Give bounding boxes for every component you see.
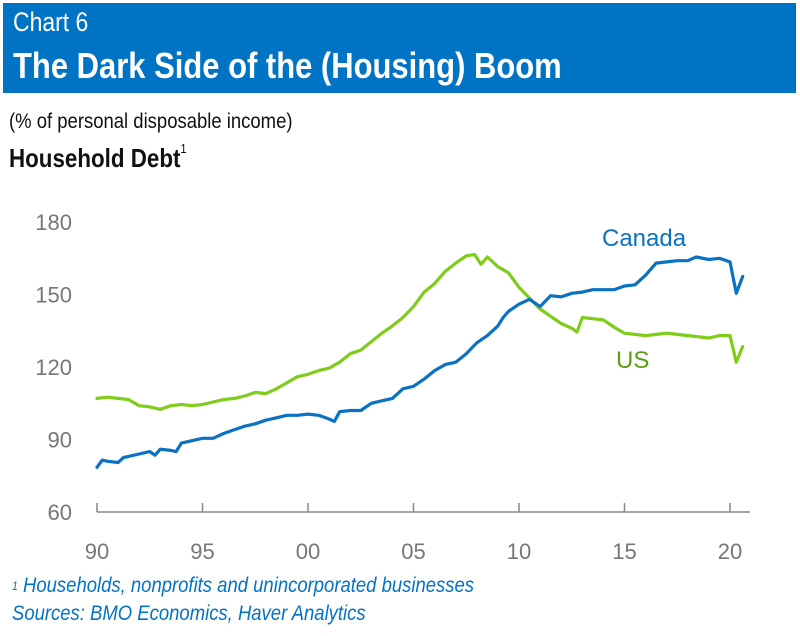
chart-subtitle: Household Debt1	[9, 141, 187, 174]
series-label-canada: Canada	[602, 225, 687, 252]
x-tick-label: 05	[401, 539, 425, 564]
y-axis-ticks: 60 90 120 150 180	[35, 210, 72, 525]
x-tick-label: 10	[507, 539, 531, 564]
series-lines	[95, 253, 745, 469]
x-axis: 90 95 00 05 10 15 20	[85, 503, 750, 564]
y-tick-label: 90	[48, 428, 72, 453]
sources-line: Sources: BMO Economics, Haver Analytics	[12, 602, 366, 625]
footnote-text: Households, nonprofits and unincorporate…	[23, 574, 475, 597]
footnote-marker: 1	[12, 579, 18, 593]
x-tick-label: 15	[612, 539, 636, 564]
series-line-canada	[95, 255, 745, 469]
subtitle-text: Household Debt	[9, 143, 181, 173]
x-tick-label: 20	[718, 539, 742, 564]
units-label: (% of personal disposable income)	[9, 110, 293, 133]
y-tick-label: 120	[35, 355, 72, 380]
subtitle-footnote-marker: 1	[180, 141, 187, 156]
footnote-line: 1 Households, nonprofits and unincorpora…	[12, 572, 474, 600]
y-tick-label: 60	[48, 500, 72, 525]
x-tick-label: 95	[190, 539, 214, 564]
series-label-us: US	[616, 347, 649, 374]
chart-number: Chart 6	[13, 7, 89, 37]
x-tick-label: 90	[85, 539, 109, 564]
y-tick-label: 150	[35, 283, 72, 308]
chart-title: The Dark Side of the (Housing) Boom	[13, 45, 562, 86]
footnote: 1 Households, nonprofits and unincorpora…	[12, 572, 474, 628]
x-tick-label: 00	[296, 539, 320, 564]
header-banner: Chart 6 The Dark Side of the (Housing) B…	[3, 3, 796, 93]
y-tick-label: 180	[35, 210, 72, 235]
series-line-us	[95, 253, 745, 411]
